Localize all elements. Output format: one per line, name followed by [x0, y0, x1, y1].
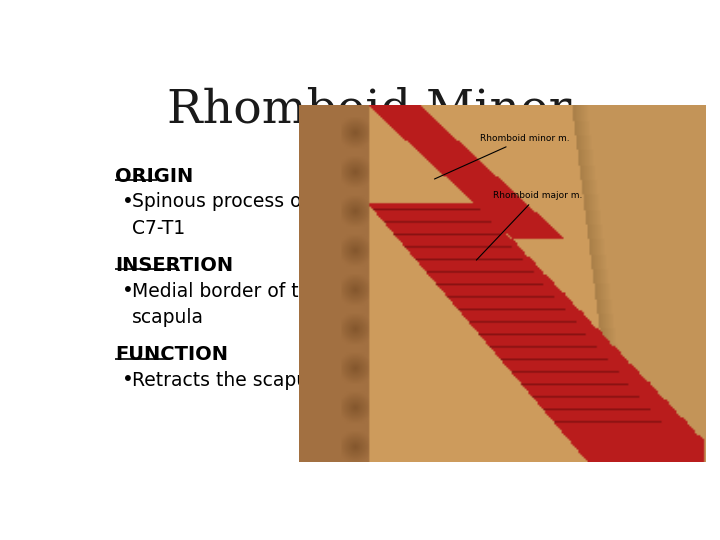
Text: Medial border of the
scapula: Medial border of the scapula	[132, 282, 322, 327]
Text: Spinous process of
C7-T1: Spinous process of C7-T1	[132, 192, 308, 238]
Text: Rhomboid major m.: Rhomboid major m.	[477, 191, 582, 260]
Text: Retracts the scapula: Retracts the scapula	[132, 371, 325, 390]
Text: •: •	[122, 192, 134, 211]
Text: FUNCTION: FUNCTION	[115, 346, 228, 365]
Text: Rhomboid Minor: Rhomboid Minor	[167, 87, 571, 133]
Text: ORIGIN: ORIGIN	[115, 167, 194, 186]
Text: INSERTION: INSERTION	[115, 256, 233, 275]
Text: •: •	[122, 370, 134, 389]
Text: •: •	[122, 281, 134, 300]
Text: Rhomboid minor m.: Rhomboid minor m.	[434, 134, 570, 179]
